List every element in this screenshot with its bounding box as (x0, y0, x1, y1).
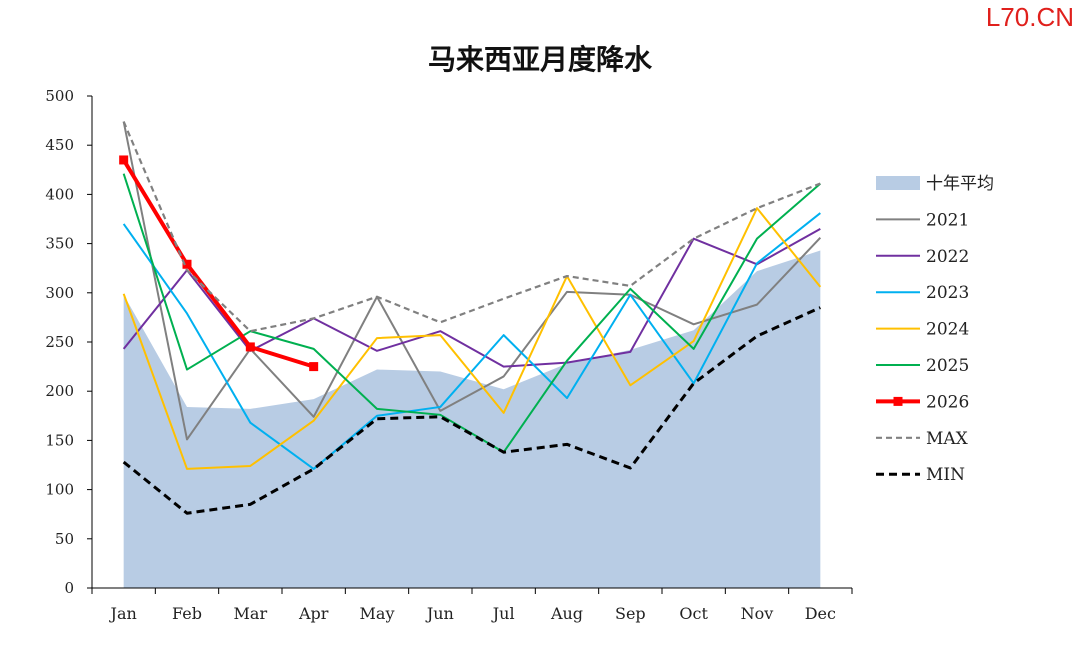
x-tick-label: Feb (172, 604, 202, 623)
data-point-2026-2 (245, 342, 255, 352)
legend-swatch-ten-year-avg (876, 176, 920, 190)
legend-label-2026: 2026 (926, 392, 969, 412)
series-line-2023 (122, 212, 821, 470)
legend-label-2024: 2024 (926, 320, 969, 340)
data-point-2026-1 (182, 259, 192, 269)
y-tick-label: 200 (45, 382, 74, 400)
watermark-text: L70.CN (985, 2, 1074, 32)
legend-label-2025: 2025 (926, 356, 969, 376)
y-tick-label: 100 (45, 481, 74, 499)
legend-label-min: MIN (926, 465, 965, 485)
y-tick-label: 250 (45, 333, 74, 351)
x-tick-label: Apr (298, 604, 329, 623)
data-point-2026-0 (119, 155, 129, 165)
x-tick-label: Jul (491, 604, 515, 623)
y-tick-label: 450 (45, 136, 74, 154)
y-tick-label: 50 (55, 530, 74, 548)
x-tick-label: Jan (109, 604, 137, 623)
series-line-min (122, 306, 821, 515)
x-tick-label: Nov (741, 604, 774, 623)
series-area-ten-year-avg (123, 250, 821, 588)
legend-label-2023: 2023 (926, 283, 969, 303)
y-tick-label: 400 (45, 185, 74, 203)
data-point-2026-3 (309, 362, 319, 372)
legend-marker-2026 (893, 396, 903, 406)
x-tick-label: Jun (425, 604, 454, 623)
x-tick-label: Oct (679, 604, 708, 623)
x-tick-label: Mar (234, 604, 268, 623)
x-tick-label: Sep (615, 604, 646, 623)
x-tick-label: May (360, 604, 395, 623)
y-tick-label: 300 (45, 284, 74, 302)
y-tick-label: 150 (45, 431, 74, 449)
series-line-2026 (121, 158, 315, 369)
series-line-max (122, 121, 821, 333)
x-tick-label: Dec (805, 604, 836, 623)
legend-label-2021: 2021 (926, 210, 969, 230)
y-tick-label: 350 (45, 235, 74, 253)
legend-label-ten-year-avg: 十年平均 (926, 174, 994, 194)
legend-label-2022: 2022 (926, 247, 969, 267)
x-tick-label: Aug (550, 604, 583, 623)
chart-title: 马来西亚月度降水 (427, 43, 652, 76)
series-line-2024 (122, 207, 822, 470)
y-tick-label: 500 (45, 87, 74, 105)
legend-label-max: MAX (926, 429, 969, 449)
y-tick-label: 0 (64, 579, 74, 597)
